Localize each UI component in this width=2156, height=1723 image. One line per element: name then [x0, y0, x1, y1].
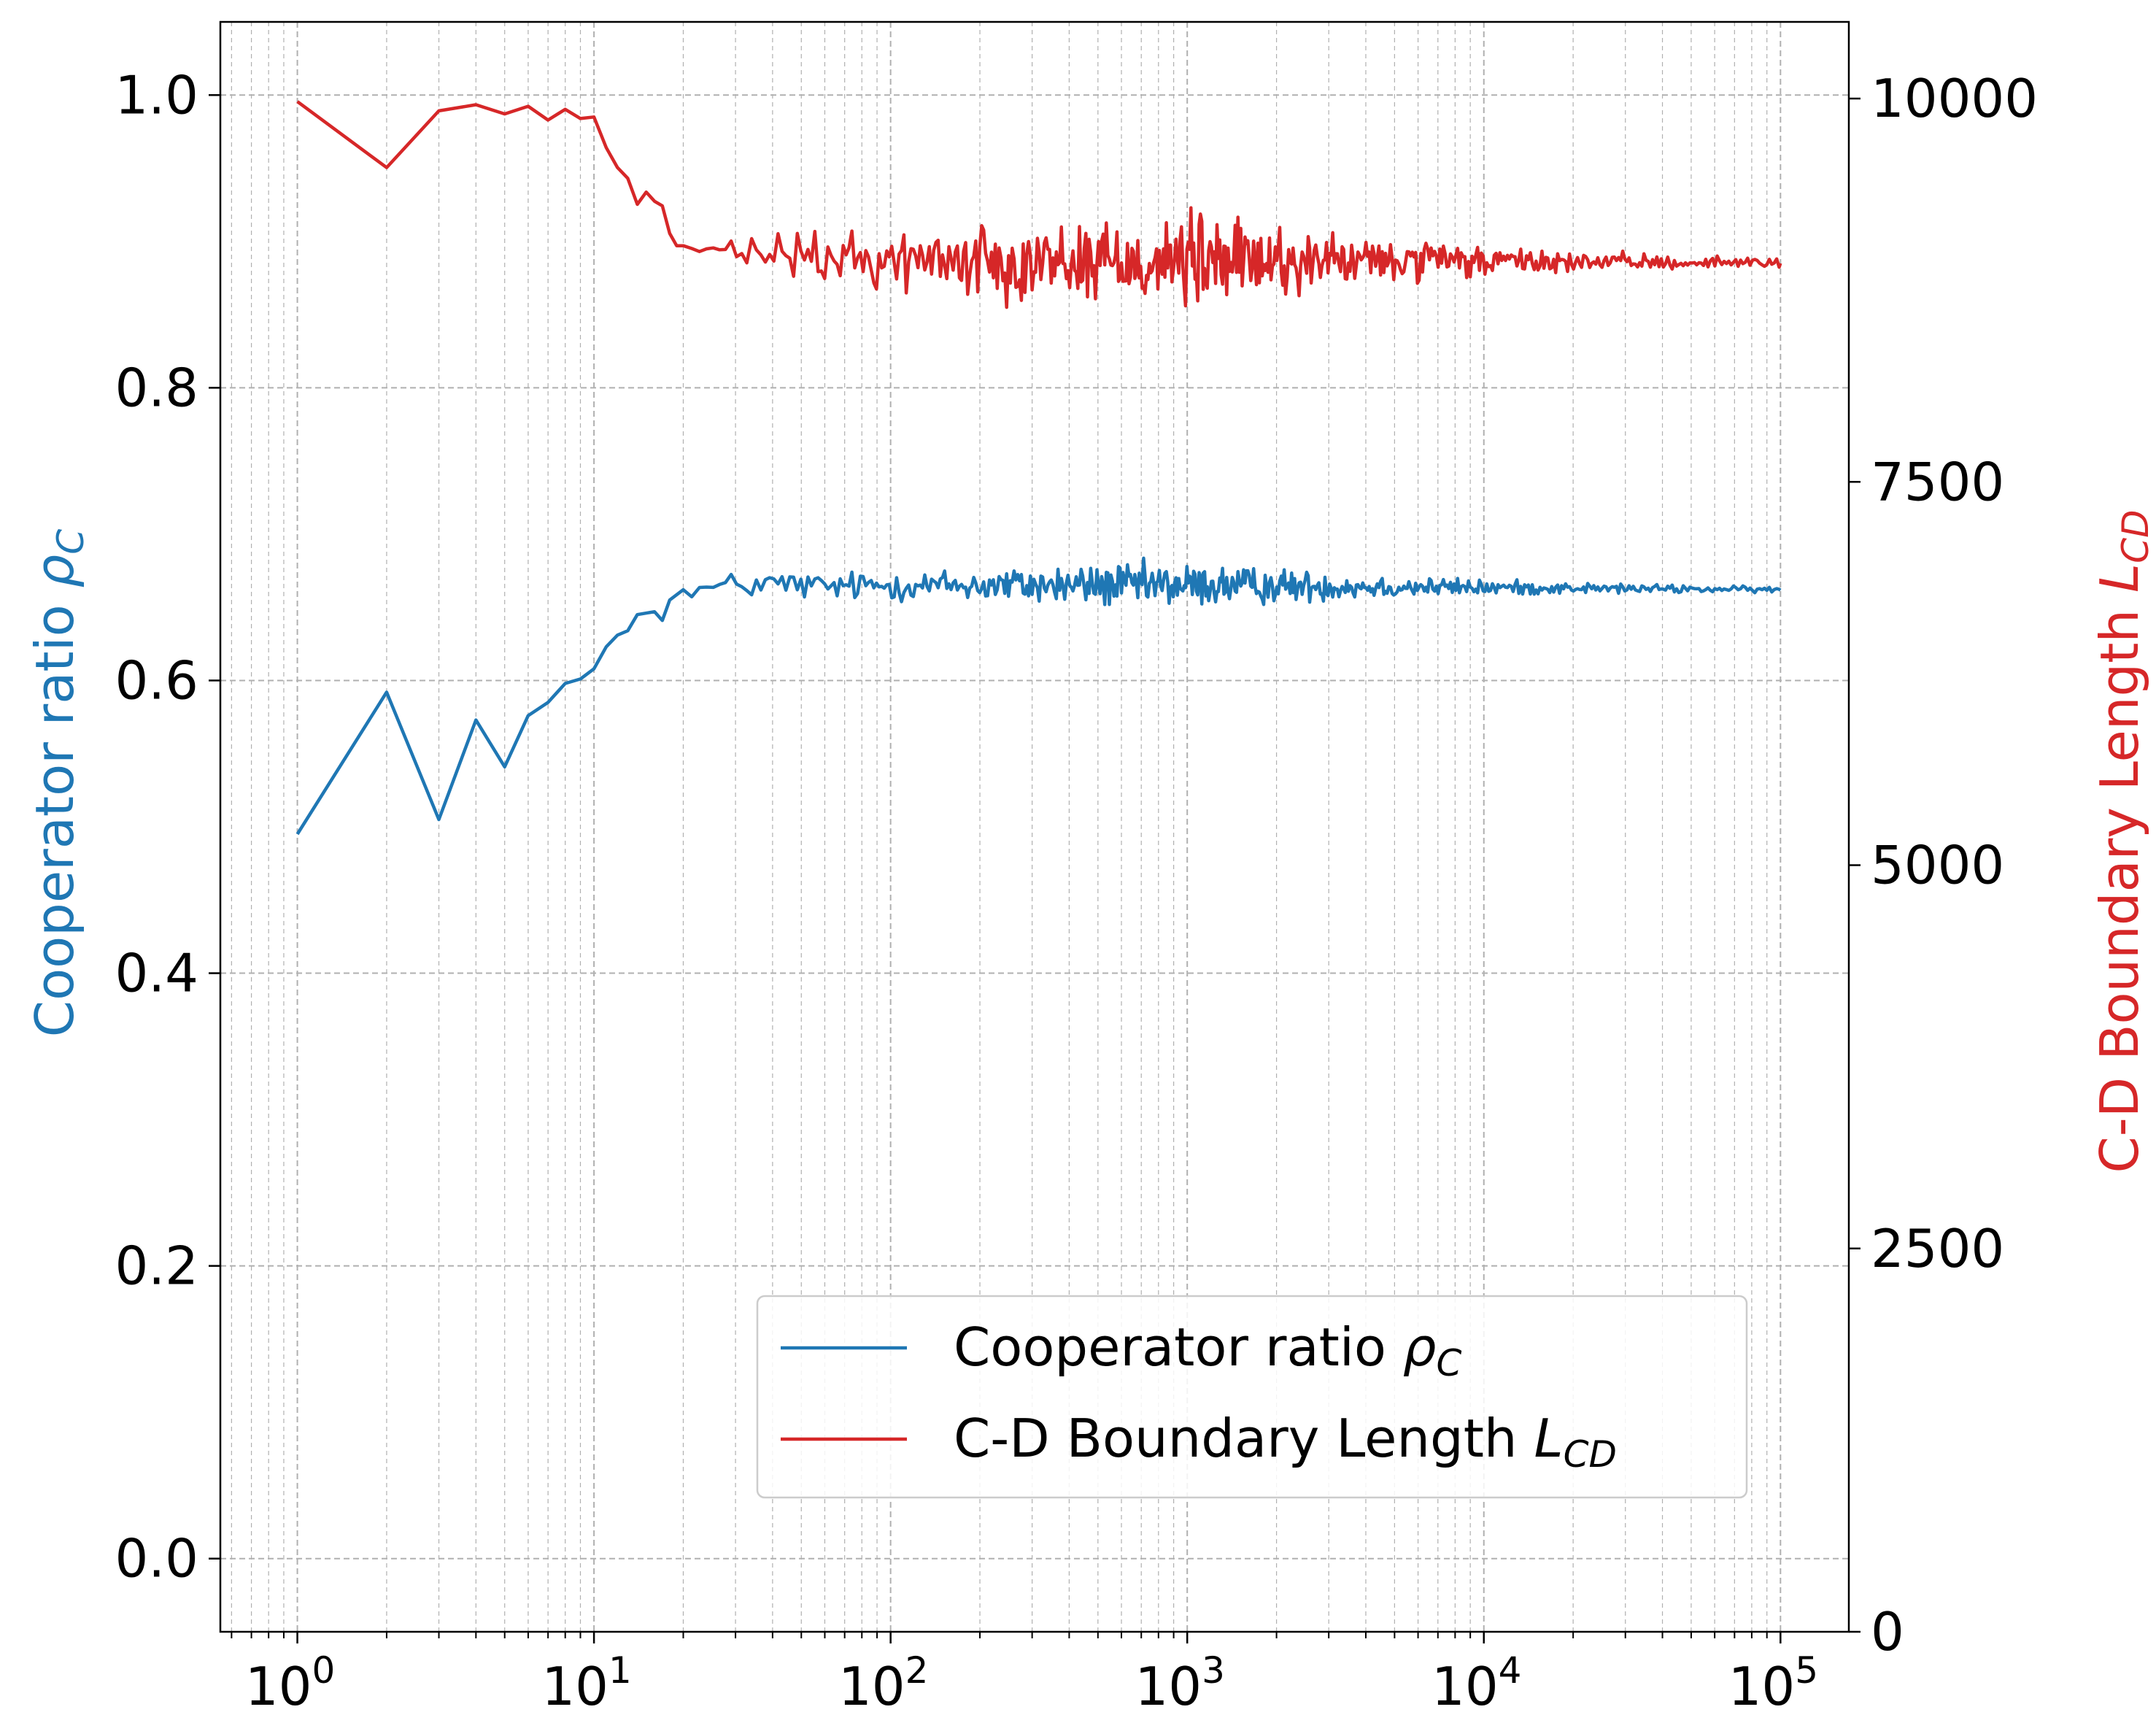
x-tick-label: 105	[1728, 1649, 1818, 1717]
legend-box	[756, 1295, 1748, 1499]
legend: Cooperator ratio ρC C-D Boundary Length …	[756, 1295, 1748, 1499]
series-line-boundary-length	[296, 100, 1782, 309]
left-tick-label: 0.2	[115, 1236, 198, 1297]
x-tick-label: 103	[1135, 1649, 1224, 1717]
series-layer	[295, 100, 1782, 836]
x-tick-label: 101	[541, 1649, 631, 1717]
legend-label-boundary-length: C-D Boundary Length LCD	[954, 1408, 1617, 1476]
right-tick-label: 10000	[1871, 68, 2038, 129]
right-tick-label: 2500	[1871, 1218, 2004, 1279]
legend-label-cooperator-ratio: Cooperator ratio ρC	[954, 1317, 1461, 1384]
right-tick-label: 0	[1871, 1601, 1904, 1662]
left-y-axis: 0.0 0.2 0.4 0.6 0.8 1.0	[115, 64, 220, 1589]
x-tick-label: 104	[1431, 1649, 1521, 1717]
plot-frame	[219, 20, 1850, 1633]
left-axis-label: Cooperator ratio ρC	[24, 529, 92, 1037]
right-tick-label: 7500	[1871, 451, 2004, 512]
left-tick-label: 0.0	[115, 1528, 198, 1589]
right-axis-label: C-D Boundary Length LCD	[2089, 510, 2156, 1173]
left-tick-label: 1.0	[115, 64, 198, 126]
right-tick-label: 5000	[1871, 835, 2004, 896]
left-tick-label: 0.4	[115, 943, 198, 1004]
left-tick-label: 0.8	[115, 357, 198, 418]
x-tick-label: 100	[245, 1649, 335, 1717]
x-tick-label: 102	[838, 1649, 928, 1717]
grid	[220, 22, 1849, 1632]
x-axis: 100 101 102 103 104 105	[231, 1632, 1818, 1717]
series-line-cooperator-ratio	[295, 556, 1782, 836]
left-tick-label: 0.6	[115, 650, 198, 711]
right-y-axis: 0 2500 5000 7500 10000	[1849, 68, 2038, 1662]
